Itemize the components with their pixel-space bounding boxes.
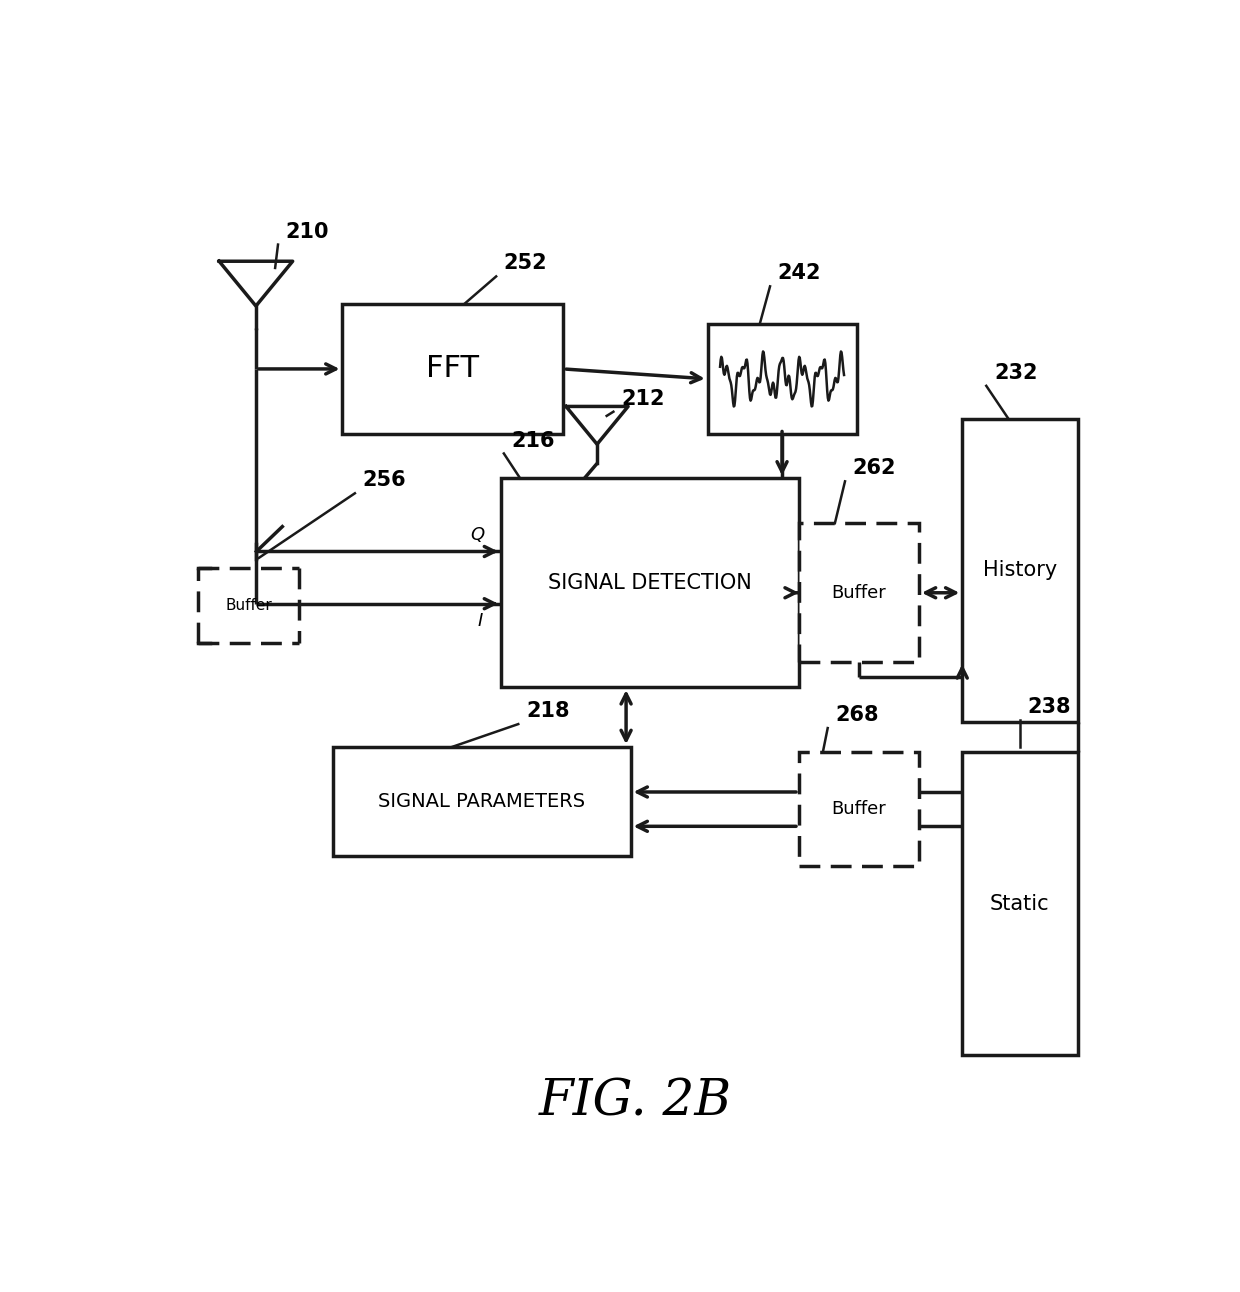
Text: 212: 212: [621, 389, 665, 408]
Text: Static: Static: [990, 894, 1050, 913]
Text: SIGNAL DETECTION: SIGNAL DETECTION: [548, 572, 751, 593]
Text: SIGNAL PARAMETERS: SIGNAL PARAMETERS: [378, 792, 585, 811]
Text: Buffer: Buffer: [226, 598, 272, 612]
Text: 232: 232: [994, 363, 1038, 382]
Text: 252: 252: [503, 253, 548, 274]
FancyBboxPatch shape: [708, 324, 857, 434]
Text: 210: 210: [285, 222, 329, 242]
Text: 218: 218: [526, 702, 569, 721]
Text: 256: 256: [362, 470, 407, 490]
Text: Buffer: Buffer: [832, 584, 887, 602]
FancyBboxPatch shape: [799, 752, 919, 867]
FancyBboxPatch shape: [962, 419, 1078, 722]
Text: I: I: [477, 611, 482, 629]
FancyBboxPatch shape: [799, 523, 919, 663]
Text: 268: 268: [836, 705, 879, 725]
Text: 262: 262: [853, 459, 897, 478]
Text: History: History: [983, 561, 1056, 580]
Text: 242: 242: [777, 264, 821, 283]
FancyBboxPatch shape: [342, 304, 563, 434]
Text: Buffer: Buffer: [832, 800, 887, 818]
FancyBboxPatch shape: [962, 752, 1078, 1056]
Text: 216: 216: [512, 430, 556, 451]
Text: Q: Q: [470, 526, 484, 544]
Text: FFT: FFT: [427, 354, 480, 384]
Text: 238: 238: [1028, 698, 1071, 717]
FancyBboxPatch shape: [332, 747, 631, 857]
FancyBboxPatch shape: [501, 478, 799, 687]
Text: FIG. 2B: FIG. 2B: [539, 1078, 732, 1127]
